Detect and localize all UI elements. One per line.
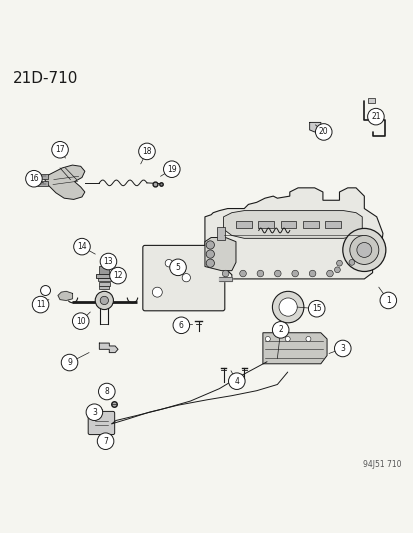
Circle shape	[272, 292, 303, 323]
Circle shape	[285, 336, 290, 342]
Bar	[37, 174, 47, 179]
Circle shape	[86, 404, 102, 421]
Polygon shape	[204, 238, 235, 271]
FancyBboxPatch shape	[88, 411, 114, 434]
Bar	[37, 181, 47, 186]
Text: 5: 5	[175, 263, 180, 272]
Polygon shape	[309, 123, 320, 132]
Circle shape	[98, 383, 115, 400]
Circle shape	[356, 243, 371, 257]
Bar	[280, 221, 296, 228]
Text: 16: 16	[29, 174, 39, 183]
Circle shape	[97, 433, 114, 449]
Circle shape	[74, 238, 90, 255]
Text: 10: 10	[76, 317, 85, 326]
Circle shape	[334, 340, 350, 357]
Text: 18: 18	[142, 147, 151, 156]
Circle shape	[32, 296, 49, 313]
Circle shape	[206, 259, 214, 268]
Circle shape	[334, 267, 339, 273]
Circle shape	[100, 296, 108, 304]
Text: 4: 4	[234, 377, 239, 386]
Text: 6: 6	[178, 321, 183, 330]
Circle shape	[342, 229, 385, 271]
Circle shape	[336, 260, 342, 266]
Circle shape	[222, 270, 228, 277]
Circle shape	[274, 270, 280, 277]
Text: 9: 9	[67, 358, 72, 367]
Text: 13: 13	[103, 257, 113, 266]
Circle shape	[256, 270, 263, 277]
Bar	[217, 227, 224, 240]
Bar	[325, 221, 340, 228]
Text: 2: 2	[278, 325, 282, 334]
Bar	[98, 282, 110, 286]
Circle shape	[367, 108, 383, 125]
Circle shape	[239, 270, 246, 277]
Polygon shape	[45, 165, 85, 199]
Circle shape	[379, 292, 396, 309]
Circle shape	[138, 143, 155, 160]
Circle shape	[349, 236, 378, 264]
Circle shape	[182, 273, 190, 282]
Circle shape	[169, 259, 186, 276]
Circle shape	[40, 286, 50, 295]
Text: 8: 8	[104, 387, 109, 396]
Bar	[258, 221, 273, 228]
Circle shape	[308, 301, 324, 317]
Text: 12: 12	[113, 271, 122, 280]
Circle shape	[291, 270, 298, 277]
Text: 94J51 710: 94J51 710	[362, 459, 401, 469]
Bar	[97, 278, 111, 281]
Circle shape	[278, 298, 297, 316]
Text: 21D-710: 21D-710	[12, 71, 78, 86]
Circle shape	[348, 260, 354, 265]
Polygon shape	[58, 292, 72, 301]
Circle shape	[165, 260, 172, 267]
Text: 19: 19	[166, 165, 176, 174]
Circle shape	[95, 292, 113, 310]
Circle shape	[309, 270, 315, 277]
Circle shape	[61, 354, 78, 371]
Text: 3: 3	[339, 344, 344, 353]
Bar	[302, 221, 318, 228]
Circle shape	[326, 270, 332, 277]
Bar	[96, 274, 112, 278]
Text: 15: 15	[311, 304, 321, 313]
Text: 11: 11	[36, 300, 45, 309]
Circle shape	[26, 171, 42, 187]
Polygon shape	[204, 188, 382, 279]
FancyBboxPatch shape	[142, 245, 224, 311]
Circle shape	[315, 124, 331, 140]
Circle shape	[72, 313, 89, 329]
Polygon shape	[262, 333, 326, 364]
Circle shape	[52, 141, 68, 158]
Circle shape	[206, 250, 214, 258]
Bar	[99, 265, 109, 274]
Polygon shape	[219, 277, 231, 281]
Text: 3: 3	[92, 408, 97, 417]
Circle shape	[152, 287, 162, 297]
Bar	[235, 221, 251, 228]
Text: 1: 1	[385, 296, 390, 305]
Bar	[99, 286, 109, 289]
Circle shape	[272, 321, 288, 338]
Text: 7: 7	[103, 437, 108, 446]
Circle shape	[173, 317, 189, 334]
Polygon shape	[223, 211, 361, 238]
Circle shape	[100, 253, 116, 270]
Text: 17: 17	[55, 146, 65, 154]
Text: 14: 14	[77, 242, 87, 251]
Circle shape	[109, 268, 126, 284]
Circle shape	[305, 336, 310, 342]
Polygon shape	[99, 343, 118, 353]
Circle shape	[206, 241, 214, 249]
Circle shape	[228, 373, 244, 390]
Circle shape	[163, 161, 180, 177]
Bar	[367, 98, 374, 103]
Text: 21: 21	[370, 112, 380, 121]
Circle shape	[265, 336, 270, 342]
Text: 20: 20	[318, 127, 328, 136]
